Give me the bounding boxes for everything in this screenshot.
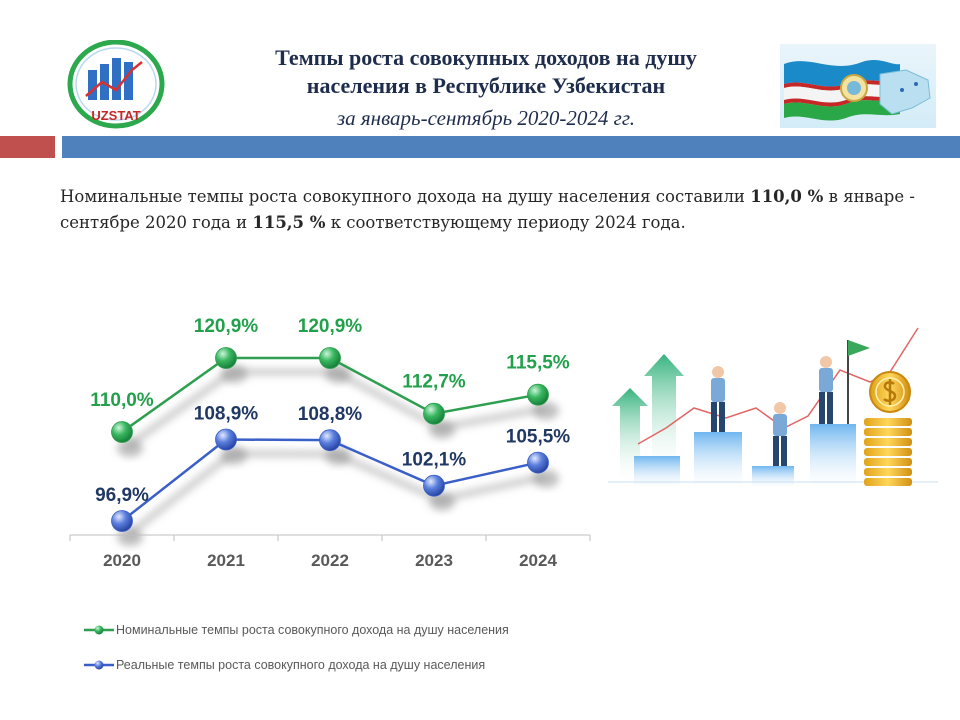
logo-text: UZSTAT [91, 108, 140, 123]
data-label-real-2021: 108,9% [194, 404, 259, 425]
summary-paragraph: Номинальные темпы роста совокупного дохо… [60, 184, 915, 236]
marker-shadow-real [117, 528, 143, 546]
data-point-nominal-2020 [111, 421, 133, 443]
legend-marker-real [84, 660, 114, 670]
title-line-1: Темпы роста совокупных доходов на душу [275, 45, 697, 70]
marker-shadow-real [429, 492, 455, 511]
header-bar-accent [0, 136, 55, 158]
legend-marker-nominal [84, 625, 114, 635]
marker-shadow-nominal [533, 401, 559, 420]
header-bar [62, 136, 960, 158]
data-point-real-2022 [319, 429, 341, 452]
data-label-real-2022: 108,8% [298, 404, 363, 425]
x-tick-label: 2024 [519, 551, 557, 570]
data-point-nominal-2024 [527, 383, 549, 406]
x-tick-label: 2021 [207, 551, 245, 570]
data-label-nominal-2020: 110,0% [90, 390, 153, 411]
marker-shadow-real [221, 446, 247, 465]
chart-legend: Номинальные темпы роста совокупного дохо… [84, 620, 604, 690]
page-subtitle: за январь-сентябрь 2020-2024 гг. [336, 106, 636, 130]
data-point-nominal-2023 [423, 402, 445, 425]
data-point-real-2020 [111, 510, 133, 532]
summary-value-1: 110,0 % [750, 187, 824, 206]
marker-shadow-real [533, 469, 559, 488]
growth-illustration [608, 316, 938, 526]
data-label-nominal-2024: 115,5% [506, 353, 569, 374]
data-label-real-2023: 102,1% [402, 450, 467, 471]
legend-item-nominal: Номинальные темпы роста совокупного дохо… [84, 620, 604, 640]
marker-shadow-real [325, 447, 351, 466]
data-point-real-2023 [423, 474, 445, 497]
data-label-nominal-2023: 112,7% [402, 372, 465, 393]
data-point-real-2024 [527, 451, 549, 474]
legend-label-real: Реальные темпы роста совокупного дохода … [116, 658, 486, 672]
line-chart: 2020 2021 2022 2023 2024 110,0% 120,9% 120,9% 1… [60, 300, 600, 590]
x-tick-label: 2022 [311, 551, 349, 570]
marker-shadow-nominal [117, 439, 143, 458]
data-label-nominal-2022: 120,9% [298, 316, 363, 337]
data-label-real-2024: 105,5% [506, 427, 571, 448]
summary-part-3: к соответствующему периоду 2024 года. [325, 213, 686, 232]
marker-shadow-nominal [221, 365, 247, 383]
data-label-nominal-2021: 120,9% [194, 316, 259, 337]
x-tick-label: 2023 [415, 551, 453, 570]
data-point-nominal-2022 [319, 347, 341, 369]
uzstat-logo: UZSTAT [66, 39, 166, 132]
flag-map-image [780, 44, 936, 128]
data-point-nominal-2021 [215, 347, 237, 369]
summary-part-1: Номинальные темпы роста совокупного дохо… [60, 187, 751, 206]
marker-shadow-nominal [325, 365, 351, 383]
legend-item-real: Реальные темпы роста совокупного дохода … [84, 655, 604, 675]
summary-part-2: в январе - сентябре 2020 года и [60, 187, 915, 232]
data-label-real-2020: 96,9% [95, 485, 149, 506]
marker-shadow-nominal [429, 420, 455, 439]
data-point-real-2021 [215, 428, 237, 451]
page-title: Темпы роста совокупных доходов на душу н… [170, 44, 802, 100]
x-tick-label: 2020 [103, 551, 141, 570]
series-shadow-real [125, 449, 545, 538]
legend-label-nominal: Номинальные темпы роста совокупного дохо… [116, 623, 509, 637]
chart-canvas: 2020 2021 2022 2023 2024 110,0% 120,9% 120,9% 1… [69, 316, 591, 570]
title-line-2: населения в Республике Узбекистан [306, 73, 666, 98]
summary-value-2: 115,5 % [252, 213, 326, 232]
